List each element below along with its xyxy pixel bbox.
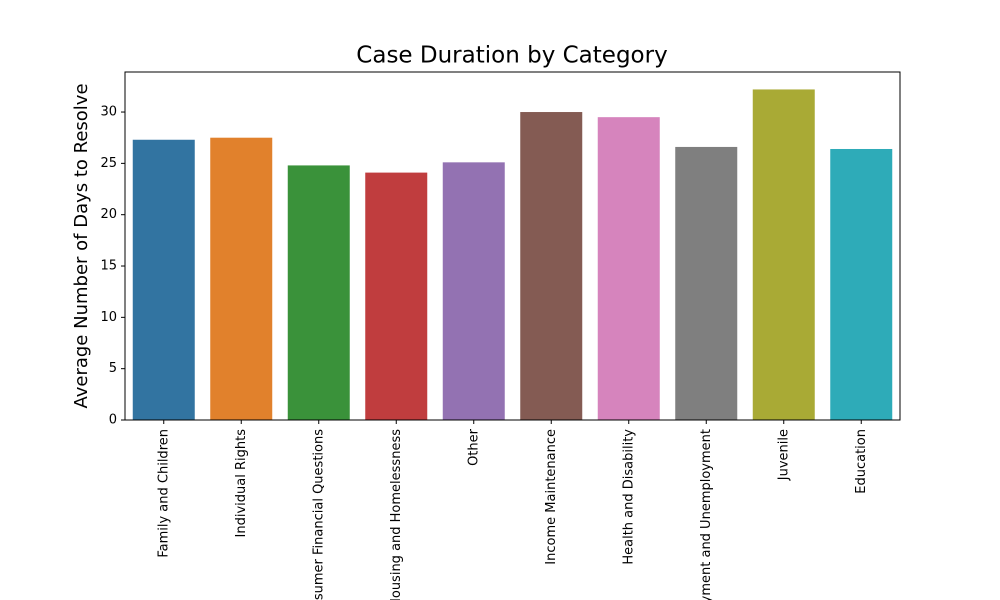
y-axis-label: Average Number of Days to Resolve — [71, 83, 92, 408]
axes-frame — [124, 71, 901, 421]
y-tick-label: 10 — [100, 310, 117, 325]
bar — [442, 162, 505, 420]
x-tick-label: Consumer Financial Questions — [311, 429, 326, 600]
y-tick-label: 30 — [100, 105, 117, 120]
y-tick-label: 5 — [109, 361, 117, 376]
chart-title: Case Duration by Category — [356, 43, 667, 69]
y-tick-label: 15 — [100, 259, 117, 274]
bar — [287, 165, 350, 420]
bar — [830, 148, 893, 420]
bar — [210, 137, 273, 421]
bar — [132, 139, 195, 421]
x-tick-label: Income Maintenance — [544, 429, 559, 565]
y-tick-label: 25 — [100, 156, 117, 171]
bar — [752, 89, 815, 420]
bar — [520, 112, 583, 420]
x-tick-label: Health and Disability — [621, 429, 636, 565]
y-tick-label: 20 — [100, 207, 117, 222]
y-tick-label: 0 — [109, 413, 117, 428]
x-tick-label: Other — [466, 428, 481, 466]
bar — [675, 146, 738, 420]
bar — [597, 117, 660, 420]
x-tick-label: Housing and Homelessness — [389, 429, 404, 600]
bar — [365, 172, 428, 420]
x-tick-label: Employment and Unemployment — [699, 429, 714, 600]
x-tick-label: Education — [854, 429, 869, 494]
x-tick-label: Juvenile — [776, 429, 791, 481]
x-tick-label: Family and Children — [156, 429, 171, 558]
x-tick-label: Individual Rights — [234, 429, 249, 538]
